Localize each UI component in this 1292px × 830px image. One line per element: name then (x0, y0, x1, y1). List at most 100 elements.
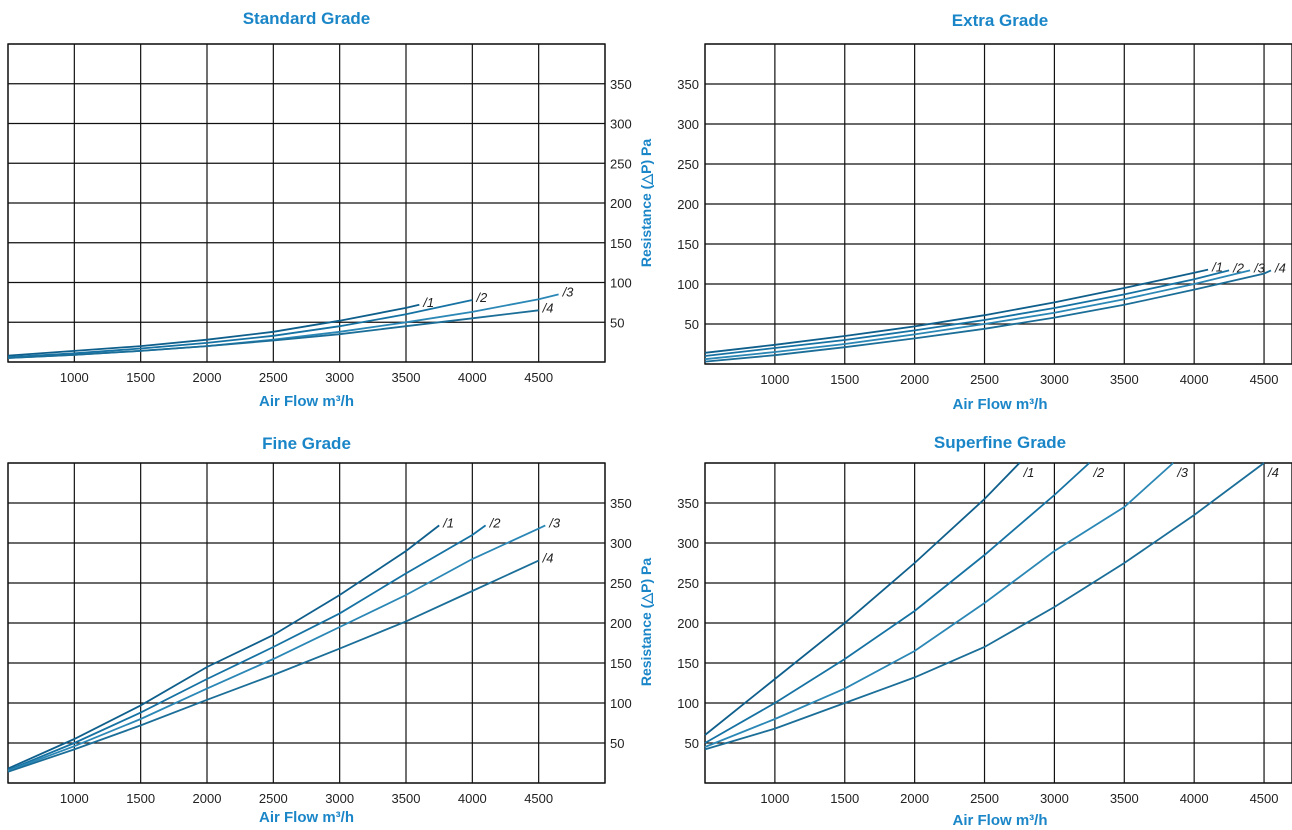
y-tick-label: 200 (677, 197, 699, 212)
x-tick-label: 4000 (458, 791, 487, 806)
series-line-2 (7, 524, 487, 772)
series-label-2: /2 (489, 515, 502, 530)
y-tick-label: 100 (610, 276, 632, 291)
y-tick-label: 350 (677, 496, 699, 511)
plot-frame (704, 43, 1292, 365)
x-tick-label: 2000 (900, 791, 929, 806)
plot-frame (7, 462, 606, 784)
x-tick-label: 1500 (830, 791, 859, 806)
y-tick-label: 150 (610, 236, 632, 251)
x-axis-title-extra: Air Flow m³/h (952, 396, 1048, 413)
y-tick-label: 50 (685, 736, 699, 751)
series-label-4: /4 (1274, 260, 1286, 275)
x-tick-label: 3500 (1110, 791, 1139, 806)
x-tick-label: 2500 (259, 370, 288, 385)
y-tick-label: 250 (677, 576, 699, 591)
y-tick-label: 150 (677, 656, 699, 671)
x-tick-label: 4500 (524, 791, 553, 806)
x-tick-label: 4000 (1180, 791, 1209, 806)
y-axis-title-top: Resistance (△P) Pa (638, 138, 654, 268)
y-tick-label: 200 (677, 616, 699, 631)
series-line-4 (704, 462, 1265, 751)
x-tick-label: 1000 (60, 370, 89, 385)
x-tick-label: 2000 (193, 370, 222, 385)
series-label-4: /4 (542, 300, 554, 315)
y-tick-label: 50 (610, 315, 624, 330)
series-line-1 (7, 524, 440, 770)
x-axis-title-standard: Air Flow m³/h (259, 393, 354, 410)
series-line-3 (704, 462, 1174, 748)
x-axis-title-fine: Air Flow m³/h (259, 809, 354, 826)
chart-title-fine: Fine Grade (262, 434, 351, 453)
x-tick-label: 2000 (193, 791, 222, 806)
series-label-2: /2 (1092, 465, 1105, 480)
series-line-3 (7, 524, 546, 772)
y-tick-label: 300 (677, 536, 699, 551)
x-tick-label: 4500 (1250, 791, 1279, 806)
chart-superfine: 1000 1500 2000 2500 3000 3500 4000 4500 50 100 150… (677, 462, 1292, 806)
y-tick-label: 100 (677, 696, 699, 711)
chart-extra: 1000 1500 2000 2500 3000 3500 4000 4500 50 100 150… (677, 43, 1292, 387)
x-tick-label: 4500 (1250, 372, 1279, 387)
y-tick-label: 200 (610, 616, 632, 631)
series-line-2 (704, 269, 1230, 357)
y-tick-label: 300 (610, 117, 632, 132)
x-tick-label: 1000 (760, 372, 789, 387)
plot-frame (704, 462, 1292, 784)
series-line-1 (704, 462, 1021, 736)
series-label-4: /4 (542, 551, 554, 566)
y-axis-title-bottom: Resistance (△P) Pa (638, 557, 654, 687)
x-tick-label: 3000 (1040, 372, 1069, 387)
y-tick-label: 150 (677, 237, 699, 252)
y-tick-label: 50 (610, 736, 624, 751)
chart-fine: 1000 1500 2000 2500 3000 3500 4000 4500 50 100 150… (7, 462, 632, 806)
series-label-3: /3 (1253, 260, 1266, 275)
x-tick-label: 1500 (830, 372, 859, 387)
x-tick-label: 3000 (325, 370, 354, 385)
series-line-2 (704, 462, 1090, 744)
chart-standard: 1000 1500 2000 2500 3000 3500 4000 4500 50 100 150… (7, 43, 632, 385)
x-tick-label: 3500 (392, 791, 421, 806)
x-axis-title-superfine: Air Flow m³/h (952, 812, 1048, 829)
y-tick-label: 250 (610, 156, 632, 171)
series-label-3: /3 (548, 515, 561, 530)
x-tick-label: 2000 (900, 372, 929, 387)
chart-title-extra: Extra Grade (951, 11, 1049, 30)
y-tick-label: 350 (610, 496, 632, 511)
series-line-1 (704, 268, 1209, 354)
x-tick-label: 3000 (1040, 791, 1069, 806)
series-label-3: /3 (562, 284, 575, 299)
x-tick-label: 1500 (126, 370, 155, 385)
x-tick-label: 3500 (1110, 372, 1139, 387)
x-tick-label: 2500 (259, 791, 288, 806)
series-line-4 (704, 269, 1272, 363)
y-tick-label: 250 (677, 157, 699, 172)
x-tick-label: 4500 (524, 370, 553, 385)
series-line-2 (7, 299, 473, 359)
series-line-3 (704, 269, 1251, 361)
chart-title-standard: Standard Grade (242, 9, 371, 28)
series-line-4 (7, 309, 539, 359)
y-tick-label: 50 (685, 317, 699, 332)
series-label-1: /1 (422, 295, 434, 310)
y-tick-label: 100 (677, 277, 699, 292)
series-label-2: /2 (475, 290, 488, 305)
x-tick-label: 4000 (1180, 372, 1209, 387)
series-label-1: /1 (442, 515, 454, 530)
x-tick-label: 3000 (325, 791, 354, 806)
series-line-4 (7, 559, 540, 773)
x-tick-label: 1000 (760, 791, 789, 806)
x-tick-label: 4000 (458, 370, 487, 385)
x-tick-label: 2500 (970, 791, 999, 806)
y-tick-label: 350 (677, 77, 699, 92)
y-tick-label: 250 (610, 576, 632, 591)
x-tick-label: 1500 (126, 791, 155, 806)
y-tick-label: 300 (677, 117, 699, 132)
y-tick-label: 350 (610, 77, 632, 92)
series-line-1 (7, 303, 420, 357)
plot-frame (7, 43, 606, 363)
series-label-1: /1 (1211, 260, 1223, 275)
y-tick-label: 200 (610, 196, 632, 211)
series-label-1: /1 (1022, 465, 1034, 480)
